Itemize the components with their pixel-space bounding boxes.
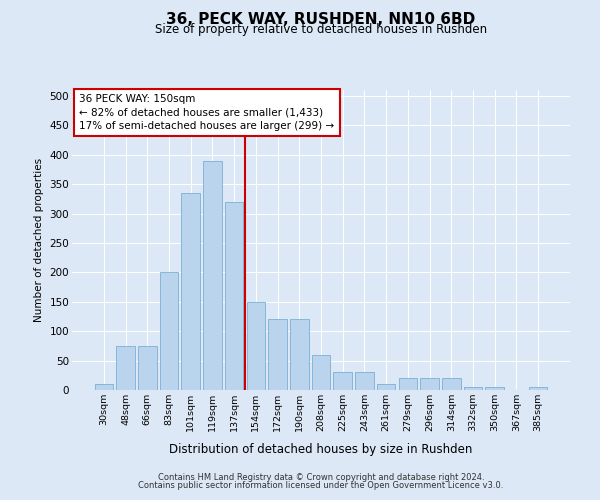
Bar	[421, 378, 439, 390]
Text: Size of property relative to detached houses in Rushden: Size of property relative to detached ho…	[155, 22, 487, 36]
Bar	[225, 202, 244, 390]
Bar	[312, 354, 330, 390]
Bar	[138, 346, 157, 390]
Bar	[160, 272, 178, 390]
Bar	[268, 320, 287, 390]
Bar	[247, 302, 265, 390]
Bar	[203, 160, 221, 390]
Bar	[529, 387, 547, 390]
Bar	[181, 193, 200, 390]
Bar	[290, 320, 308, 390]
Bar	[485, 387, 504, 390]
Bar	[377, 384, 395, 390]
Y-axis label: Number of detached properties: Number of detached properties	[34, 158, 44, 322]
Text: Contains public sector information licensed under the Open Government Licence v3: Contains public sector information licen…	[139, 481, 503, 490]
Bar	[464, 387, 482, 390]
Text: 36, PECK WAY, RUSHDEN, NN10 6BD: 36, PECK WAY, RUSHDEN, NN10 6BD	[166, 12, 476, 28]
Bar	[95, 384, 113, 390]
Bar	[116, 346, 135, 390]
Bar	[355, 372, 374, 390]
Bar	[334, 372, 352, 390]
Text: Distribution of detached houses by size in Rushden: Distribution of detached houses by size …	[169, 442, 473, 456]
Bar	[398, 378, 417, 390]
Text: 36 PECK WAY: 150sqm
← 82% of detached houses are smaller (1,433)
17% of semi-det: 36 PECK WAY: 150sqm ← 82% of detached ho…	[79, 94, 335, 131]
Text: Contains HM Land Registry data © Crown copyright and database right 2024.: Contains HM Land Registry data © Crown c…	[158, 472, 484, 482]
Bar	[442, 378, 461, 390]
